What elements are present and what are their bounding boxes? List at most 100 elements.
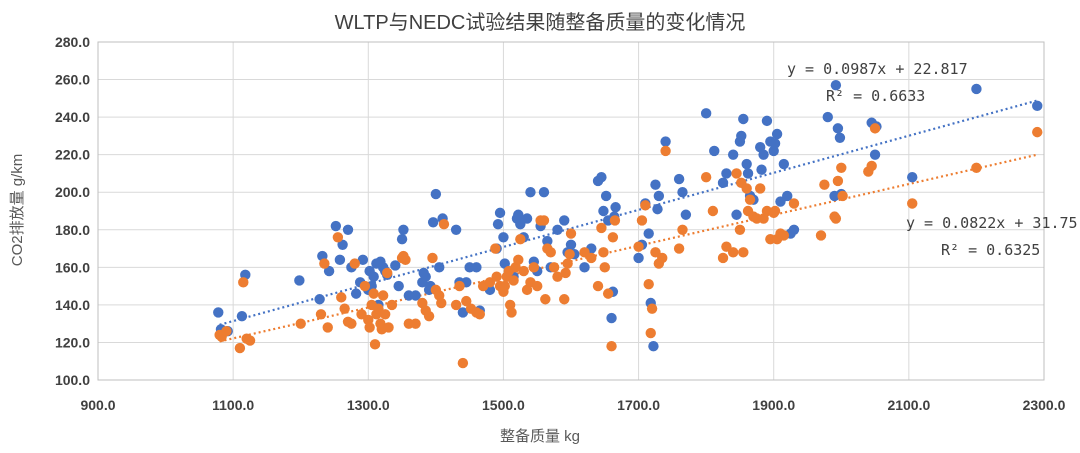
wltp-point (756, 164, 767, 175)
nedc-point (427, 252, 438, 264)
wltp-point (653, 190, 665, 202)
nedc-point (369, 339, 381, 350)
wltp-point (342, 224, 354, 235)
nedc-point (819, 179, 830, 190)
wltp-point (350, 288, 362, 299)
nedc-point (1032, 126, 1043, 138)
nedc-point (565, 228, 577, 239)
nedc-point (545, 247, 556, 258)
nedc-point (673, 243, 685, 254)
wltp-point (498, 232, 509, 243)
wltp-point (1032, 100, 1043, 112)
wltp-point (430, 188, 442, 200)
nedc-point (602, 288, 614, 299)
wltp-point (337, 239, 348, 250)
chart-title: WLTP与NEDC试验结果随整备质量的变化情况 (335, 11, 746, 34)
wltp-point (390, 260, 401, 271)
y-tick-label: 280.0 (55, 34, 90, 50)
nedc-point (491, 271, 502, 282)
wltp-point (761, 115, 773, 127)
nedc-point (832, 175, 844, 187)
nedc-point (346, 318, 357, 329)
nedc-point (379, 309, 391, 320)
wltp-point (393, 280, 404, 292)
nedc-point (769, 205, 781, 217)
wltp-point (610, 202, 621, 213)
wltp-point (521, 213, 533, 224)
nedc-point (336, 292, 347, 303)
wltp-point (788, 224, 800, 235)
nedc-point (731, 168, 742, 179)
nedc-trend-equation: y = 0.0822x + 31.75 (906, 214, 1078, 232)
nedc-point (339, 303, 350, 314)
y-tick-label: 160.0 (55, 259, 90, 275)
y-tick-label: 220.0 (55, 147, 90, 163)
nedc-point (540, 294, 551, 305)
wltp-point (398, 224, 409, 235)
nedc-point (423, 310, 435, 322)
y-axis-label: CO2排放量 g/km (9, 154, 26, 267)
nedc-point (377, 290, 389, 301)
nedc-point (515, 233, 526, 245)
nedc-trend-r2: R² = 0.6325 (941, 241, 1040, 259)
wltp-point (650, 179, 661, 190)
wltp-point (907, 172, 918, 183)
y-tick-label: 200.0 (55, 184, 90, 200)
labels-layer: 100.0 120.0 140.0 160.0 180.0 200.0 220.0 240.0… (55, 34, 1066, 413)
wltp-point (677, 187, 688, 198)
x-tick-label: 1700.0 (617, 397, 660, 413)
nedc-point (461, 295, 472, 307)
wltp-point (396, 233, 408, 245)
wltp-point (660, 136, 671, 147)
nedc-point (364, 322, 375, 333)
wltp-trend-r2: R² = 0.6633 (826, 87, 925, 105)
nedc-point (234, 342, 246, 354)
nedc-point (295, 318, 306, 329)
nedc-point (717, 252, 729, 264)
y-tick-label: 100.0 (55, 372, 90, 388)
nedc-point (499, 280, 510, 292)
wltp-trend-equation: y = 0.0987x + 22.817 (787, 60, 968, 78)
nedc-point (490, 243, 501, 254)
wltp-point (778, 158, 790, 170)
nedc-point (866, 160, 877, 172)
wltp-point (538, 187, 550, 198)
wltp-point (727, 149, 739, 160)
nedc-point (657, 252, 668, 264)
wltp-point (606, 312, 617, 324)
y-tick-label: 120.0 (55, 334, 90, 350)
wltp-point (434, 262, 445, 273)
nedc-point (606, 341, 617, 352)
y-tick-label: 240.0 (55, 109, 90, 125)
nedc-series (214, 123, 1043, 369)
wltp-point (450, 224, 462, 235)
wltp-point (822, 111, 833, 123)
nedc-point (538, 215, 550, 226)
nedc-point (457, 357, 469, 369)
nedc-point (734, 224, 746, 235)
nedc-point (238, 277, 249, 288)
nedc-point (971, 162, 982, 174)
x-tick-label: 2300.0 (1023, 397, 1066, 413)
nedc-point (562, 258, 573, 269)
nedc-point (559, 294, 570, 305)
nedc-point (598, 247, 609, 258)
wltp-point (830, 79, 842, 91)
x-axis-label: 整备质量 kg (500, 428, 580, 445)
nedc-point (383, 322, 394, 333)
wltp-point (294, 275, 305, 286)
nedc-point (436, 297, 447, 309)
wltp-point (648, 341, 659, 352)
nedc-point (315, 309, 327, 320)
nedc-point (599, 262, 610, 273)
nedc-point (677, 224, 688, 235)
nedc-point (513, 254, 524, 266)
nedc-point (332, 232, 344, 243)
nedc-point (518, 265, 529, 277)
wltp-point (494, 207, 506, 219)
nedc-point (508, 275, 519, 286)
wltp-trendline (219, 99, 1038, 326)
wltp-point (598, 205, 609, 217)
x-tick-label: 1300.0 (347, 397, 390, 413)
